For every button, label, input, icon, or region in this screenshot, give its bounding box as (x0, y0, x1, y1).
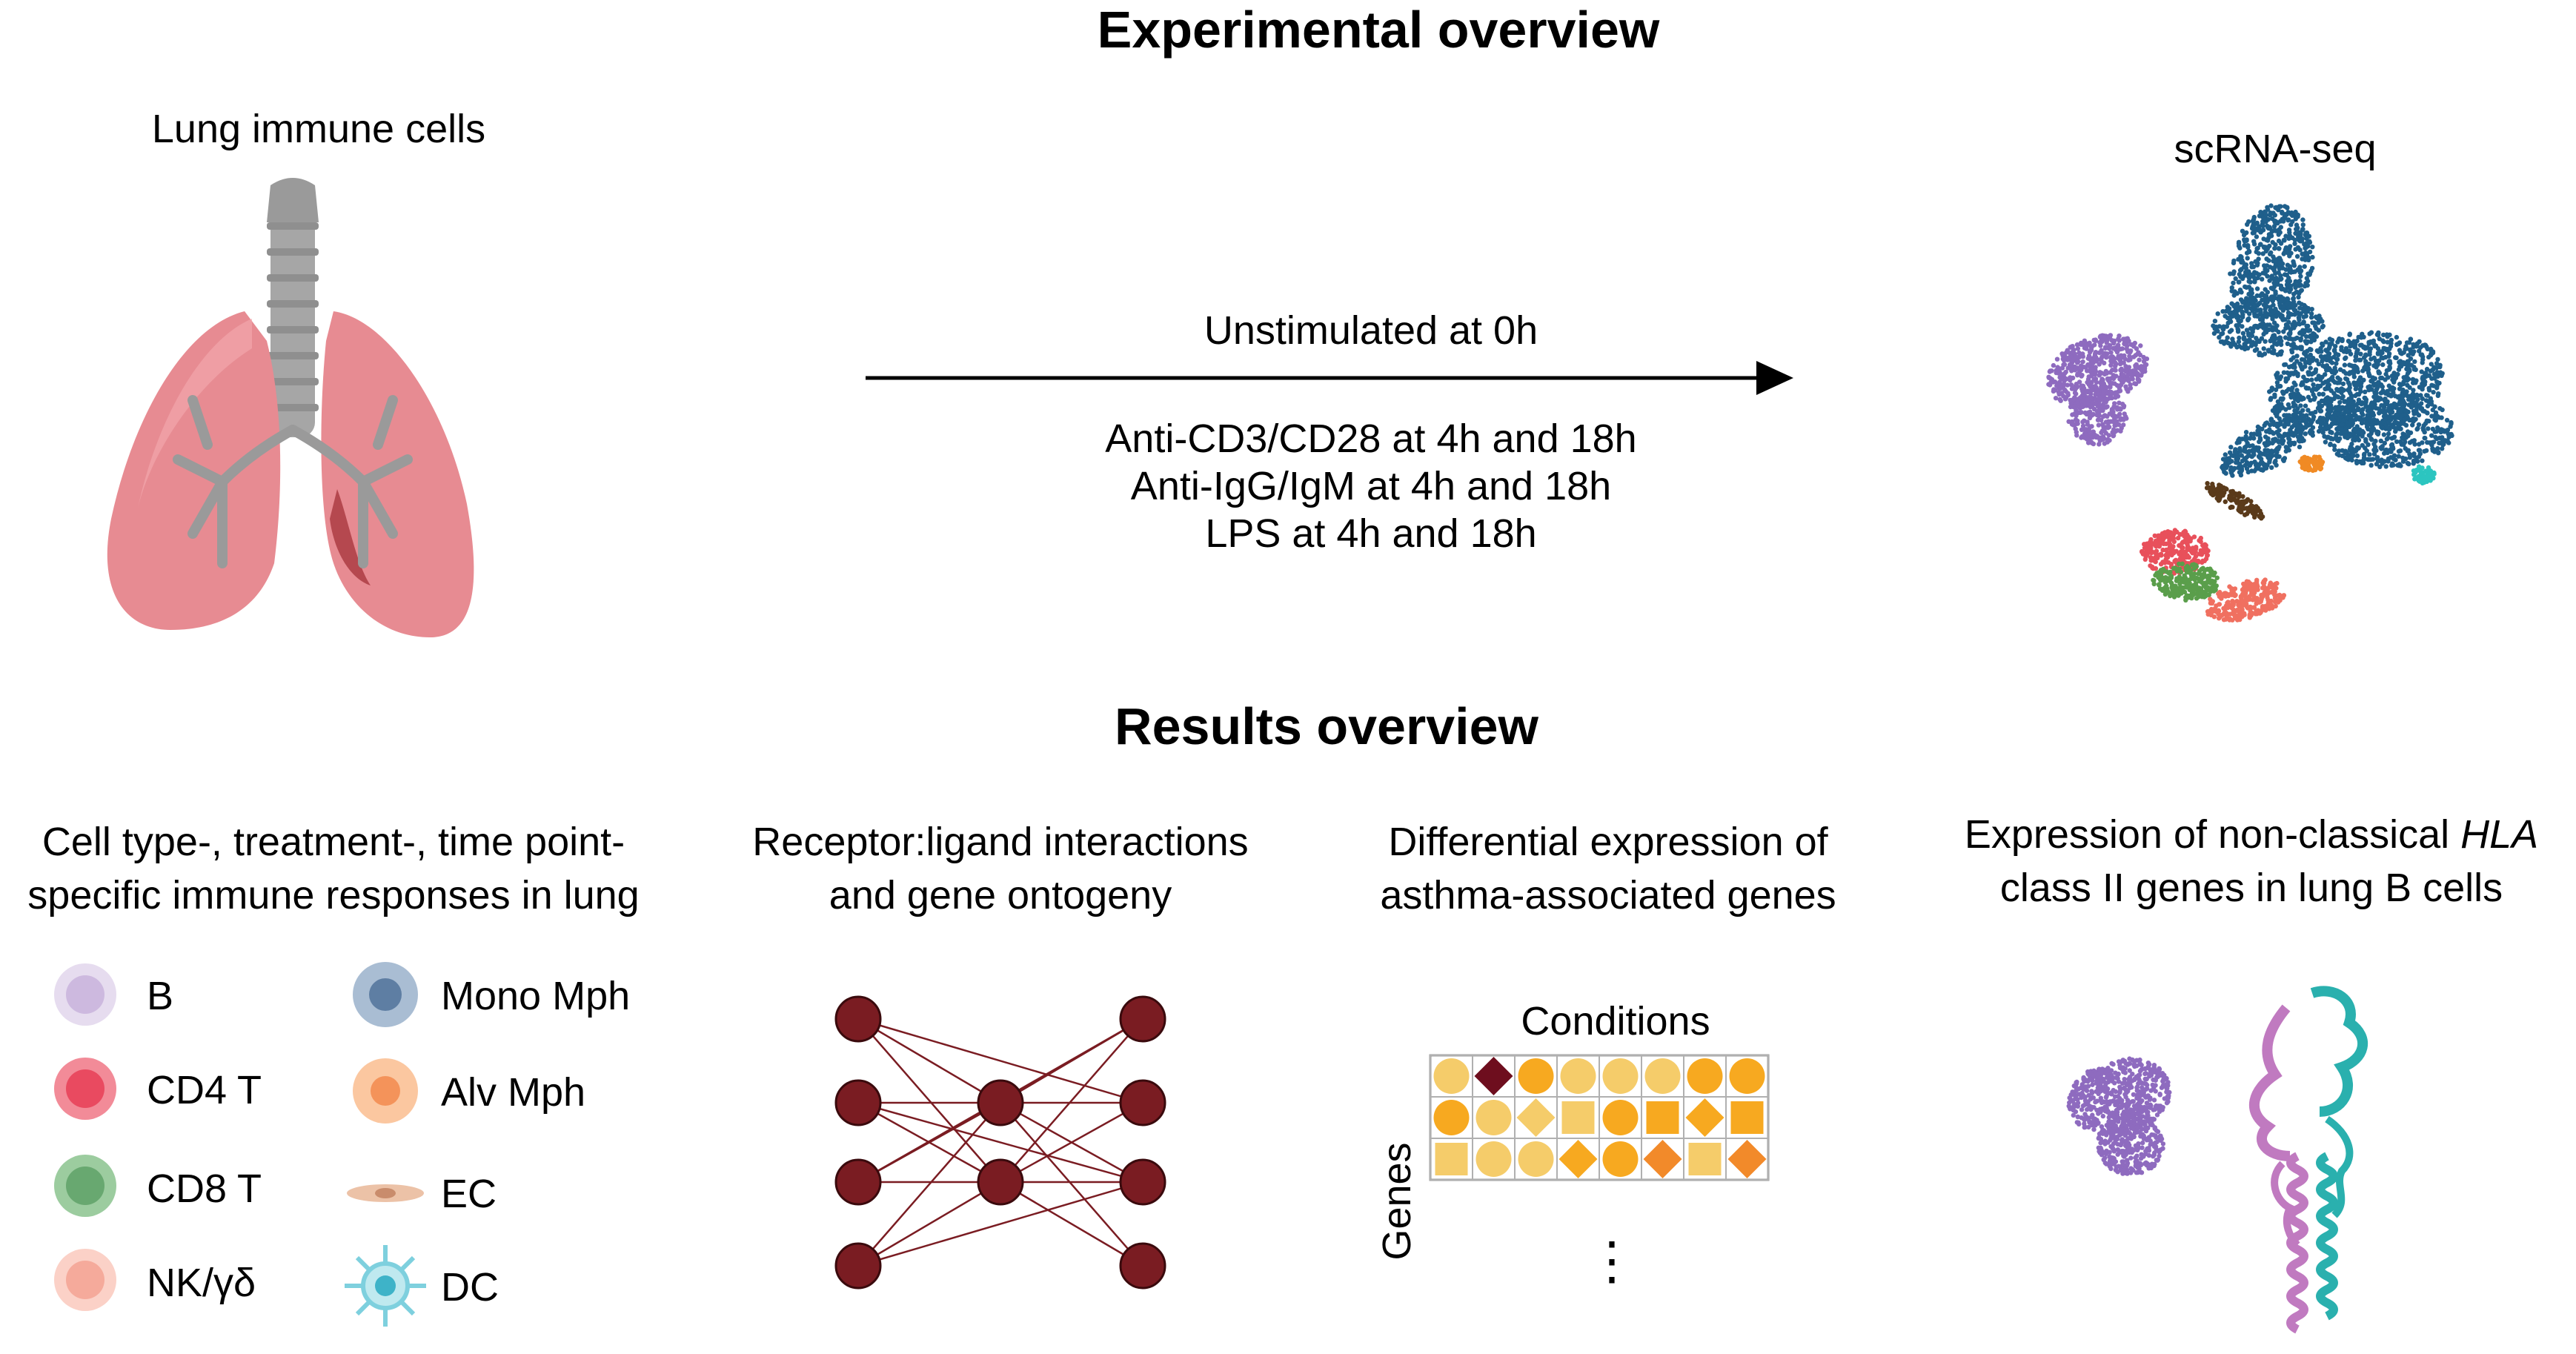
panel4-caption-line2: class II genes in lung B cells (1999, 866, 2503, 910)
panel3-caption-line2: asthma-associated genes (1380, 873, 1836, 917)
lung-illustration (107, 178, 474, 637)
protein-structure (2249, 986, 2368, 1334)
timeline-arrow (866, 361, 1793, 395)
panel1-caption-line2: specific immune responses in lung (27, 873, 640, 917)
condition-item: LPS at 4h and 18h (1205, 511, 1537, 556)
alv-mph-icon (353, 1058, 418, 1124)
heatmap-grid (1429, 1054, 1770, 1181)
heatmap-title: Conditions (1521, 999, 1710, 1043)
panel3-caption: Differential expression of asthma-associ… (1319, 815, 1897, 922)
panel4-caption-line1: Expression of non-classical HLA (1964, 812, 2539, 857)
condition-item: Anti-CD3/CD28 at 4h and 18h (1105, 417, 1637, 461)
condition-item: Anti-IgG/IgM at 4h and 18h (1130, 464, 1612, 508)
cd4-t-cell-icon (54, 1058, 116, 1120)
legend-icons (54, 962, 426, 1327)
cd8-t-cell-icon (54, 1155, 116, 1217)
conditions-list: Anti-CD3/CD28 at 4h and 18h Anti-IgG/IgM… (963, 415, 1779, 557)
scrna-label: scRNA-seq (2174, 127, 2377, 171)
nk-cell-icon (54, 1249, 116, 1311)
panel1-caption-line1: Cell type-, treatment-, time point- (42, 820, 625, 864)
panel2-caption: Receptor:ligand interactions and gene on… (689, 815, 1312, 922)
legend-label-nk: NK/γδ (147, 1261, 256, 1305)
legend-label-cd4: CD4 T (147, 1068, 262, 1112)
legend-label-cd8: CD8 T (147, 1167, 262, 1211)
lung-label: Lung immune cells (151, 107, 486, 151)
panel4-caption: Expression of non-classical HLA class II… (1927, 808, 2576, 915)
panel1-caption: Cell type-, treatment-, time point- spec… (0, 815, 667, 922)
panel3-caption-line1: Differential expression of (1388, 820, 1828, 864)
umap-plot-bottom (2066, 1056, 2172, 1176)
legend-label-dc: DC (441, 1265, 499, 1310)
results-overview-title: Results overview (1115, 697, 1538, 755)
legend-label-ec: EC (441, 1172, 497, 1216)
dc-icon (345, 1245, 426, 1327)
legend-label-mono: Mono Mph (441, 974, 631, 1018)
ec-icon (347, 1184, 424, 1202)
panel2-caption-line1: Receptor:ligand interactions (752, 820, 1249, 864)
mono-mph-icon (353, 962, 418, 1027)
b-cell-icon (54, 963, 116, 1026)
panel2-caption-line2: and gene ontogeny (829, 873, 1172, 917)
arrow-top-label: Unstimulated at 0h (1204, 308, 1538, 353)
umap-plot-top (2046, 203, 2454, 623)
interaction-network (834, 995, 1166, 1290)
legend-label-b: B (147, 974, 174, 1018)
legend-label-alv: Alv Mph (441, 1070, 586, 1115)
experimental-overview-title: Experimental overview (1097, 1, 1660, 59)
heatmap-ellipsis: ⋮ (1586, 1232, 1638, 1290)
